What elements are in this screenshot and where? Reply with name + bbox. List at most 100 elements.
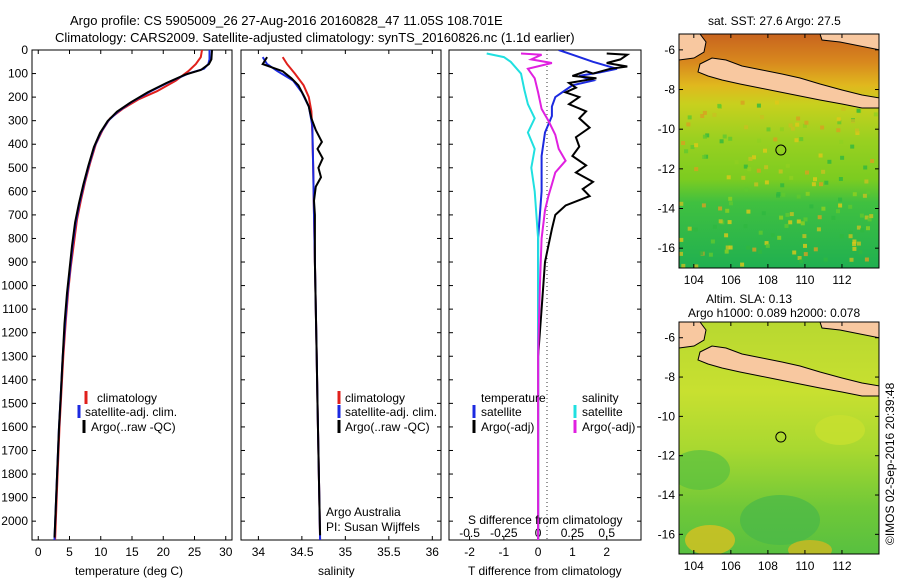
temperature-x-tick-label: 20 <box>157 545 171 559</box>
sst-speckle-cell <box>746 209 751 214</box>
map-x-tick-label: 108 <box>758 559 778 573</box>
salinity-x-axis: 34 34.5 35 35.5 36 <box>252 50 439 559</box>
sst-speckle-cell <box>852 246 857 251</box>
sst-speckle-cell <box>866 226 870 231</box>
sst-speckle-cell <box>754 182 759 187</box>
sst-map-axes: 104 106 108 110 112 -6 -8 -10 -12 -14 -16 <box>658 34 879 287</box>
sst-speckle-cell <box>803 252 808 257</box>
sst-speckle-cell <box>694 264 699 268</box>
sst-speckle-cell <box>797 256 802 260</box>
legend-argo-label: Argo(..raw -QC) <box>345 420 430 434</box>
depth-tick-label: 600 <box>8 184 28 198</box>
sst-map: sat. SST: 27.6 Argo: 27.5 104 106 108 110 11… <box>658 14 880 287</box>
map-x-tick-label: 106 <box>721 273 741 287</box>
sst-speckle-cell <box>743 224 748 229</box>
t-diff-tick-label: 2 <box>603 545 610 559</box>
sst-speckle-cell <box>864 215 869 220</box>
sst-speckle-cell <box>818 153 823 158</box>
sst-speckle-cell <box>869 214 874 219</box>
s-diff-tick-label: -0.5 <box>459 526 480 540</box>
sst-speckle-cell <box>852 239 857 244</box>
sst-speckle-cell <box>836 209 840 214</box>
sst-speckle-cell <box>701 203 706 208</box>
depth-tick-label: 300 <box>8 114 28 128</box>
sst-speckle-cell <box>712 112 717 117</box>
sst-speckle-cell <box>741 175 746 180</box>
sst-speckle-cell <box>836 117 841 122</box>
sst-speckle-cell <box>780 183 785 188</box>
sst-speckle-cell <box>757 249 762 254</box>
sst-speckle-cell <box>802 123 807 128</box>
java-island <box>697 57 879 109</box>
sst-speckle-cell <box>811 182 816 187</box>
salinity-y-ticks <box>241 49 441 522</box>
t-diff-tick-label: 0 <box>535 545 542 559</box>
sst-speckle-cell <box>839 139 844 144</box>
sst-speckle-cell <box>840 155 845 160</box>
depth-tick-label: 1000 <box>1 279 28 293</box>
depth-tick-label: 400 <box>8 137 28 151</box>
sst-speckle-cell <box>863 165 868 170</box>
java-island <box>697 345 879 397</box>
legend-s-argo-label: Argo(-adj) <box>582 420 635 434</box>
depth-tick-label: 500 <box>8 161 28 175</box>
sst-speckle-cell <box>773 137 778 142</box>
temperature-panel: 0100200300400500600700800900100011001200… <box>1 43 232 578</box>
legend-climatology-label: climatology <box>97 391 157 405</box>
depth-tick-label: 1400 <box>1 373 28 387</box>
sst-speckle-cell <box>752 247 757 252</box>
sst-speckle-cell <box>816 227 821 232</box>
sst-speckle-cell <box>790 126 795 131</box>
sst-argo-marker <box>775 144 787 156</box>
sst-speckle-cell <box>805 191 810 196</box>
sst-speckle-cell <box>856 225 861 230</box>
temperature-plot-frame <box>31 49 233 541</box>
sst-speckle-cell <box>725 245 730 250</box>
sst-speckle-cell <box>712 224 717 229</box>
depth-tick-label: 1300 <box>1 349 28 363</box>
sst-speckle-cell <box>690 145 695 150</box>
sst-speckle-cell <box>725 208 730 213</box>
argo-line <box>261 56 324 536</box>
sst-speckle-cell <box>728 201 733 206</box>
sst-speckle-cell <box>765 243 770 248</box>
sst-speckle-cell <box>740 100 745 105</box>
t-diff-tick-label: -2 <box>464 545 475 559</box>
sla-argo-marker <box>775 431 787 443</box>
depth-tick-label: 1100 <box>2 302 28 316</box>
institution-note: Argo Australia <box>326 505 401 519</box>
sst-speckle-cell <box>785 163 790 168</box>
sst-speckle-cell <box>700 114 705 118</box>
sst-speckle-cell <box>819 182 823 187</box>
satellite-line <box>53 50 211 540</box>
sst-speckle-cell <box>817 215 822 220</box>
temperature-x-axis: 0 5 10 15 20 25 30 <box>35 50 233 559</box>
sst-speckle-cell <box>820 125 825 130</box>
sst-speckle <box>679 100 878 268</box>
map-x-tick-label: 112 <box>832 559 851 573</box>
sst-speckle-cell <box>781 192 786 197</box>
sst-speckle-cell <box>852 242 857 247</box>
sst-speckle-cell <box>718 206 723 211</box>
depth-tick-label: 900 <box>8 255 28 269</box>
sst-speckle-cell <box>851 119 855 124</box>
sst-speckle-cell <box>855 131 860 135</box>
sst-speckle-cell <box>727 220 732 225</box>
s-diff-tick-label: 0.5 <box>598 526 615 540</box>
sst-speckle-cell <box>856 108 861 113</box>
depth-tick-label: 1900 <box>1 491 28 505</box>
depth-axis: 0 100 200 300 400 500 600 700 800 900 1000 1100 1200… <box>1 43 36 528</box>
sst-speckle-cell <box>764 241 769 246</box>
temperature-x-tick-label: 10 <box>94 545 108 559</box>
sst-speckle-cell <box>848 234 853 239</box>
sst-speckle-cell <box>838 197 843 202</box>
sla-map: Altim. SLA: 0.13 Argo h1000: 0.089 h2000… <box>658 292 880 573</box>
depth-tick-label: 1200 <box>1 326 28 340</box>
difference-y-ticks <box>449 49 641 522</box>
sst-speckle-cell <box>728 136 733 141</box>
salinity-x-tick-label: 35.5 <box>377 545 401 559</box>
sst-speckle-cell <box>728 196 733 201</box>
sst-speckle-cell <box>776 193 780 198</box>
difference-plot-frame <box>448 49 642 541</box>
sst-speckle-cell <box>859 213 864 218</box>
